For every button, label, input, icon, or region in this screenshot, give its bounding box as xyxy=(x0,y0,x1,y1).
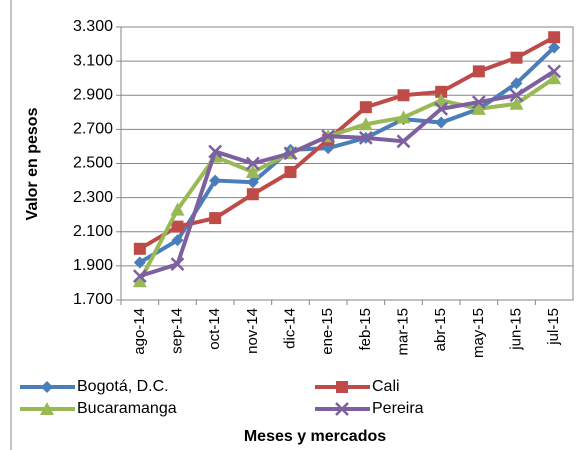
x-tick-label: may-15 xyxy=(470,308,487,358)
point xyxy=(472,65,485,78)
point xyxy=(284,166,297,179)
series xyxy=(132,64,562,283)
point xyxy=(509,88,524,103)
point xyxy=(208,144,223,159)
x-tick-label: feb-15 xyxy=(357,308,374,351)
y-tick-label: 1.700 xyxy=(73,291,113,308)
point xyxy=(133,242,146,255)
y-tick-label: 2.900 xyxy=(73,86,113,103)
point xyxy=(246,176,259,189)
point xyxy=(283,146,298,161)
y-tick-label: 2.700 xyxy=(73,121,113,138)
point xyxy=(548,31,561,44)
legend-label: Bogotá, D.C. xyxy=(77,378,169,395)
point xyxy=(510,77,523,90)
point xyxy=(321,129,336,144)
point xyxy=(132,269,147,283)
point xyxy=(548,41,561,54)
point xyxy=(397,89,410,102)
point xyxy=(245,156,260,171)
point xyxy=(435,116,448,129)
series-line xyxy=(138,46,556,265)
x-tick-label: jul-15 xyxy=(545,308,562,346)
point xyxy=(41,381,53,393)
point xyxy=(359,101,372,114)
legend-label: Pereira xyxy=(372,400,424,417)
point xyxy=(246,188,259,201)
point xyxy=(336,381,348,393)
series-line xyxy=(138,76,556,283)
point xyxy=(170,257,185,272)
point xyxy=(132,274,147,288)
point xyxy=(509,96,524,110)
x-axis-title: Meses y mercados xyxy=(244,428,386,445)
point xyxy=(547,71,562,85)
point xyxy=(471,101,486,115)
x-tick-label: nov-14 xyxy=(244,308,261,354)
point xyxy=(40,402,54,415)
point xyxy=(209,174,222,187)
y-axis-title: Valor en pesos xyxy=(24,107,41,220)
y-tick-label: 3.300 xyxy=(73,18,113,35)
series xyxy=(132,71,562,288)
x-tick-label: abr-15 xyxy=(432,308,449,351)
y-tick-label: 1.900 xyxy=(73,257,113,274)
point xyxy=(471,95,486,109)
point xyxy=(209,212,222,225)
point xyxy=(171,220,184,233)
x-tick-label: jun-15 xyxy=(507,308,524,351)
point xyxy=(434,102,449,116)
x-tick-label: ene-15 xyxy=(319,308,336,355)
point xyxy=(547,64,562,79)
legend-label: Bucaramanga xyxy=(77,400,177,417)
point xyxy=(171,234,184,247)
x-tick-label: ago-14 xyxy=(131,308,148,355)
point xyxy=(396,134,411,149)
point xyxy=(435,85,448,98)
series xyxy=(133,41,561,269)
y-tick-label: 2.100 xyxy=(73,223,113,240)
point xyxy=(358,131,373,145)
point xyxy=(133,256,146,269)
point xyxy=(358,117,373,131)
point xyxy=(170,202,185,216)
x-tick-label: dic-14 xyxy=(281,308,298,349)
point xyxy=(245,165,260,179)
y-tick-label: 3.100 xyxy=(73,52,113,69)
y-tick-label: 2.300 xyxy=(73,189,113,206)
point xyxy=(434,93,449,107)
x-tick-label: mar-15 xyxy=(394,308,411,356)
point xyxy=(335,402,349,416)
x-tick-label: sep-14 xyxy=(168,308,185,354)
y-tick-label: 2.500 xyxy=(73,155,113,172)
x-tick-label: oct-14 xyxy=(206,308,223,350)
point xyxy=(396,110,411,124)
legend-label: Cali xyxy=(372,378,400,395)
series-line xyxy=(139,69,556,279)
series xyxy=(133,31,561,255)
series-line xyxy=(138,35,556,251)
point xyxy=(510,51,523,64)
